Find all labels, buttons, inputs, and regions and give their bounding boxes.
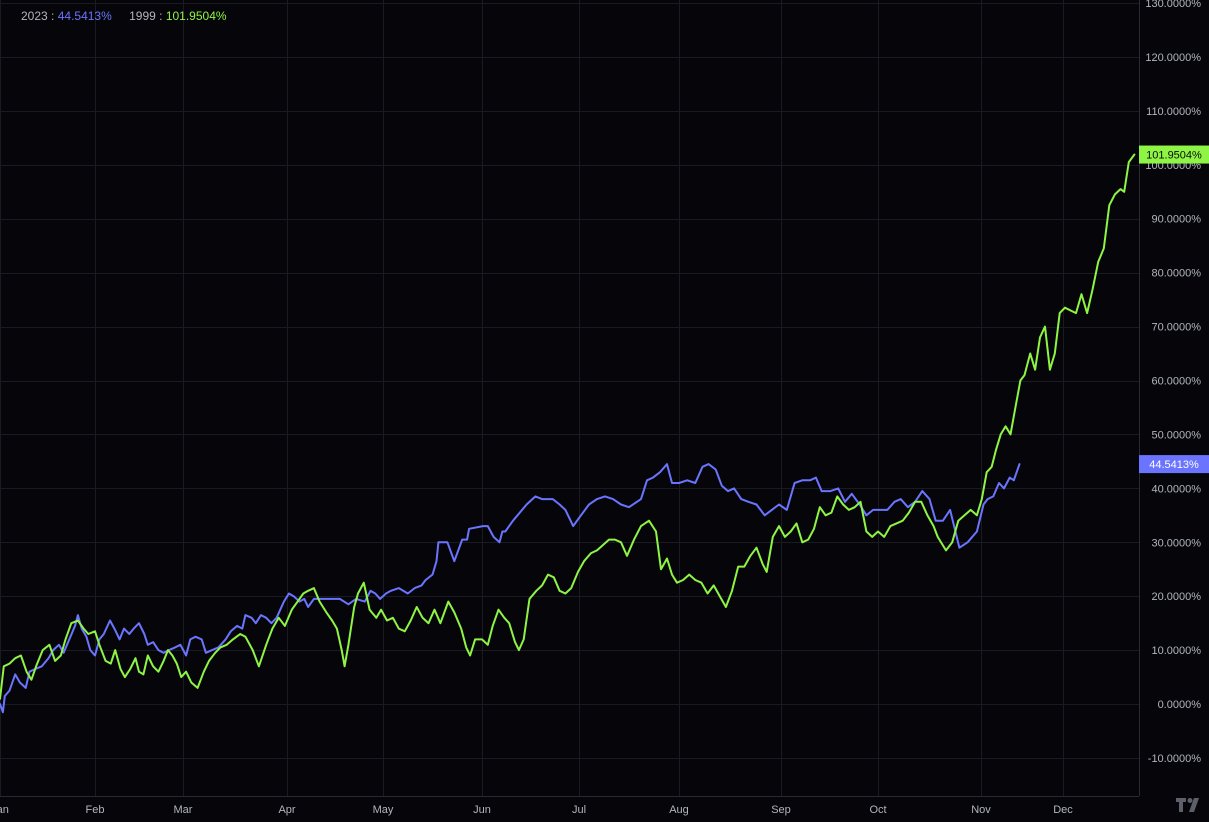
y-tick-label: 20.0000% — [1151, 591, 1201, 603]
grid — [0, 0, 1139, 796]
y-tick-label: 130.0000% — [1145, 0, 1201, 10]
series-line-2023[interactable] — [0, 463, 1021, 714]
series-legend: 2023 : 44.5413% 1999 : 101.9504% — [21, 9, 241, 23]
x-tick-label: Jul — [572, 804, 586, 816]
legend-separator: : — [155, 9, 166, 23]
x-tick-label: Jan — [0, 804, 9, 816]
x-tick-label: May — [373, 804, 394, 816]
legend-label: 1999 — [129, 9, 156, 23]
legend-item-2023[interactable]: 2023 : 44.5413% — [21, 9, 115, 23]
x-tick-label: Nov — [971, 804, 991, 816]
y-tick-label: 120.0000% — [1145, 52, 1201, 64]
y-tick-label: 10.0000% — [1151, 645, 1201, 657]
x-tick-label: Dec — [1053, 804, 1073, 816]
series-lines — [0, 153, 1136, 714]
y-tick-label: 70.0000% — [1151, 322, 1201, 334]
last-value-labels: 44.5413% 101.9504% — [1139, 145, 1209, 474]
tradingview-icon[interactable] — [1175, 796, 1203, 814]
x-tick-label: Feb — [86, 804, 105, 816]
y-tick-label: 40.0000% — [1151, 483, 1201, 495]
y-tick-label: 60.0000% — [1151, 376, 1201, 388]
x-tick-label: Apr — [278, 804, 295, 816]
series-line-1999[interactable] — [0, 153, 1136, 700]
y-tick-label: 80.0000% — [1151, 268, 1201, 280]
legend-item-1999[interactable]: 1999 : 101.9504% — [129, 9, 226, 23]
last-value-label-text: 101.9504% — [1146, 150, 1202, 162]
x-tick-label: Jun — [473, 804, 491, 816]
last-value-label-text: 44.5413% — [1149, 459, 1199, 471]
x-tick-label: Oct — [869, 804, 886, 816]
x-tick-label: Aug — [669, 804, 689, 816]
last-value-label-bg — [1139, 145, 1209, 164]
legend-label: 2023 — [21, 9, 48, 23]
y-tick-label: 50.0000% — [1151, 429, 1201, 441]
y-tick-label: 90.0000% — [1151, 214, 1201, 226]
price-axis[interactable]: 130.0000%120.0000%110.0000%100.0000%90.0… — [1145, 0, 1201, 765]
time-axis[interactable]: Jan Feb Mar Apr May Jun Jul Aug Sep Oct Nov Dec — [0, 804, 1073, 816]
x-tick-label: Sep — [771, 804, 791, 816]
x-tick-label: Mar — [174, 804, 193, 816]
y-tick-label: -10.0000% — [1148, 753, 1201, 765]
y-tick-label: 110.0000% — [1146, 106, 1201, 118]
y-tick-label: 30.0000% — [1151, 537, 1201, 549]
legend-separator: : — [47, 9, 58, 23]
last-value-label-1999: 101.9504% — [1139, 145, 1209, 164]
last-value-label-bg — [1139, 455, 1209, 474]
last-value-label-2023: 44.5413% — [1139, 455, 1209, 474]
y-tick-label: 0.0000% — [1158, 699, 1202, 711]
legend-value: 101.9504% — [165, 9, 227, 23]
legend-value: 44.5413% — [57, 9, 112, 23]
